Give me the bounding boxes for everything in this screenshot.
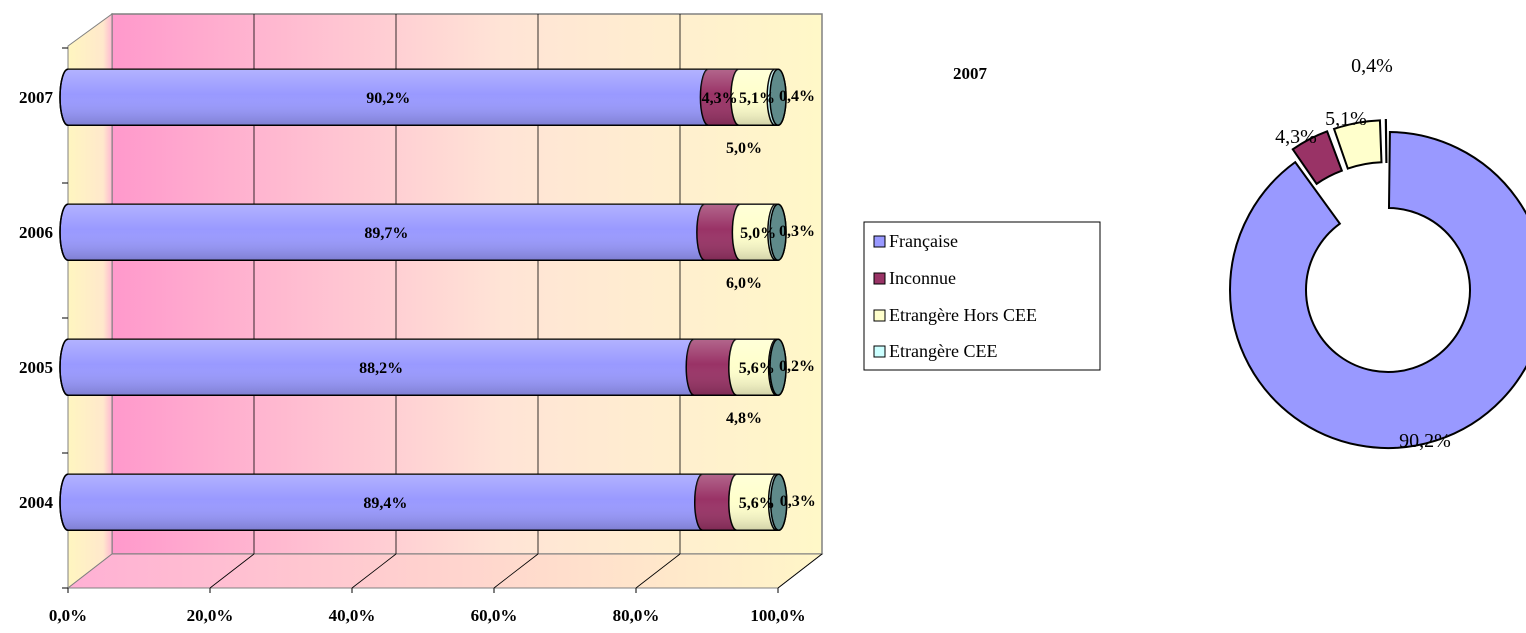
bar-label-hors-cee: 5,1% — [739, 90, 775, 107]
bar-label-francaise: 88,2% — [359, 360, 403, 377]
bar-segment-shade — [60, 69, 717, 126]
x-tick-label: 40,0% — [329, 606, 376, 625]
pie-slice-inconnue — [1291, 130, 1344, 186]
bar-end-cap — [769, 338, 787, 396]
floor-gridline — [777, 553, 823, 589]
bar-label-francaise: 90,2% — [366, 90, 410, 107]
floor-gridline — [493, 553, 539, 589]
pie-label-cee: 0,4% — [1351, 55, 1393, 77]
value-axis: 0,0% 20,0% 40,0% 60,0% 80,0% 100,0% — [49, 588, 806, 625]
bar-label-cee: 0,3% — [779, 223, 815, 240]
bar-end-cap — [769, 203, 787, 261]
bar-end-cap — [769, 68, 787, 126]
bar-data-labels: 89,4% 5,6% 0,3%4,8%88,2% 5,6% 0,2%6,0%89,7% 5… — [359, 88, 816, 512]
legend-label-inconnue: Inconnue — [889, 268, 956, 288]
bar-start-cap — [59, 68, 69, 126]
x-tick-label: 0,0% — [49, 606, 87, 625]
y-tick-label: 2007 — [19, 88, 54, 107]
legend: Française Inconnue Etrangère Hors CEE Et… — [863, 221, 1101, 371]
pie-title: 2007 — [953, 64, 988, 83]
bar-label-inconnue: 5,0% — [726, 140, 762, 157]
y-tick-label: 2005 — [19, 358, 53, 377]
bar-segment-shade — [60, 474, 711, 531]
bar-label-cee: 0,3% — [780, 493, 816, 510]
pie-label-francaise: 90,2% — [1399, 430, 1451, 452]
legend-label-hors-cee: Etrangère Hors CEE — [889, 305, 1037, 325]
bar-label-inconnue: 4,8% — [726, 410, 762, 427]
bar-start-cap — [59, 338, 69, 396]
legend-label-francaise: Française — [889, 231, 958, 251]
pie-data-labels: 90,2% 4,3% 5,1% 0,4% — [1275, 55, 1451, 452]
bar-end-cap — [769, 473, 788, 531]
legend-swatch-inconnue — [873, 272, 886, 285]
legend-box — [863, 221, 1101, 371]
x-tick-label: 100,0% — [750, 606, 805, 625]
pie-chart — [1229, 118, 1526, 449]
legend-swatch-hors-cee — [873, 309, 886, 322]
legend-swatch-cee — [873, 345, 886, 358]
x-tick-label: 60,0% — [471, 606, 518, 625]
x-tick-label: 20,0% — [187, 606, 234, 625]
y-tick-label: 2006 — [19, 223, 53, 242]
bar-label-francaise: 89,4% — [363, 495, 407, 512]
x-tick-label: 80,0% — [613, 606, 660, 625]
bar-label-cee: 0,4% — [779, 88, 815, 105]
floor-gridline — [209, 553, 255, 589]
bar-label-hors-cee: 5,6% — [739, 495, 775, 512]
plot-floor — [66, 553, 824, 589]
bar-series — [59, 68, 788, 531]
y-tick-label: 2004 — [19, 493, 54, 512]
legend-swatch-francaise — [873, 235, 886, 248]
bar-label-hors-cee: 5,0% — [740, 225, 776, 242]
floor-gridline — [351, 553, 397, 589]
pie-label-hors-cee: 5,1% — [1325, 108, 1367, 130]
pie-slice-hors-cee — [1332, 119, 1383, 170]
floor-gridline — [635, 553, 681, 589]
bar-label-inconnue: 6,0% — [726, 275, 762, 292]
bar-segment-shade — [60, 339, 703, 396]
bar-label-francaise: 89,7% — [364, 225, 408, 242]
bar-segment-shade — [60, 204, 713, 261]
category-axis: 2004 2005 2006 2007 — [19, 47, 68, 589]
pie-slice-francaise — [1229, 130, 1526, 449]
bar-label-inconnue: 4,3% — [702, 90, 738, 107]
bar-start-cap — [59, 203, 69, 261]
pie-label-inconnue: 4,3% — [1275, 126, 1317, 148]
bar-label-cee: 0,2% — [779, 358, 815, 375]
bar-label-hors-cee: 5,6% — [739, 360, 775, 377]
legend-label-cee: Etrangère CEE — [889, 341, 997, 361]
pie-slice-cee — [1384, 118, 1388, 164]
bar-start-cap — [59, 473, 69, 531]
